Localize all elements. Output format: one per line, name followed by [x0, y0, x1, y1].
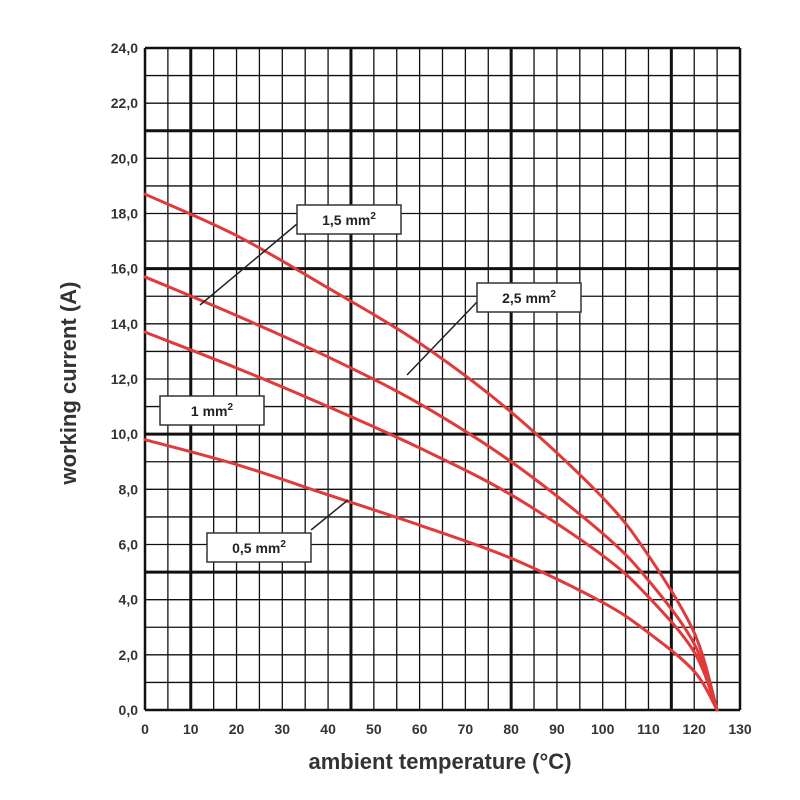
x-tick-label: 60	[412, 721, 428, 737]
y-tick-label: 16,0	[111, 261, 138, 277]
x-tick-label: 0	[141, 721, 149, 737]
y-axis-title: working current (A)	[56, 282, 81, 486]
series-label-0: 1,5 mm2	[322, 211, 376, 228]
y-tick-label: 18,0	[111, 206, 138, 222]
y-tick-label: 14,0	[111, 316, 138, 332]
x-axis-title: ambient temperature (°C)	[308, 749, 571, 774]
series-label-3: 0,5 mm2	[232, 539, 286, 556]
series-label-1: 2,5 mm2	[502, 289, 556, 306]
x-tick-label: 10	[183, 721, 199, 737]
series-label-box-1	[476, 282, 582, 313]
y-tick-label: 4,0	[119, 592, 139, 608]
y-tick-label: 2,0	[119, 647, 139, 663]
series-line-2	[143, 330, 719, 712]
leader-line-3	[310, 499, 349, 531]
y-tick-label: 22,0	[111, 95, 138, 111]
series-labels: 1,5 mm2 2,5 mm2 1 mm2 0,5 mm2	[159, 204, 582, 563]
y-tick-label: 0,0	[119, 702, 139, 718]
y-tick-label: 20,0	[111, 150, 138, 166]
leader-line-0	[199, 223, 298, 306]
y-tick-label: 12,0	[111, 371, 138, 387]
x-tick-label: 90	[549, 721, 565, 737]
series-line-0	[143, 192, 719, 712]
x-tick-label: 30	[275, 721, 291, 737]
leader-line-1	[406, 301, 478, 376]
series-line-3	[143, 438, 719, 712]
x-tick-label: 50	[366, 721, 382, 737]
y-tick-label: 10,0	[111, 426, 138, 442]
series-label-box-2	[159, 395, 265, 426]
grid	[143, 46, 742, 712]
series-line-1	[143, 275, 719, 712]
x-tick-label: 70	[458, 721, 474, 737]
series-label-box-0	[296, 204, 402, 235]
y-tick-label: 8,0	[119, 481, 139, 497]
curves	[143, 192, 719, 712]
y-tick-label: 6,0	[119, 537, 139, 553]
x-tick-label: 100	[591, 721, 615, 737]
x-tick-label: 110	[637, 721, 660, 737]
tick-labels: 0 10 20 30 40 50 60 70 80 90 100 110 120 130 0,0 2,0 4,0…	[111, 40, 752, 737]
x-tick-label: 40	[320, 721, 336, 737]
x-tick-label: 20	[229, 721, 245, 737]
y-tick-label: 24,0	[111, 40, 138, 56]
x-tick-label: 120	[683, 721, 707, 737]
x-tick-label: 80	[503, 721, 519, 737]
series-label-2: 1 mm2	[191, 402, 234, 419]
label-leader-lines	[199, 223, 478, 531]
x-tick-label: 130	[728, 721, 752, 737]
series-label-box-3	[206, 532, 312, 563]
